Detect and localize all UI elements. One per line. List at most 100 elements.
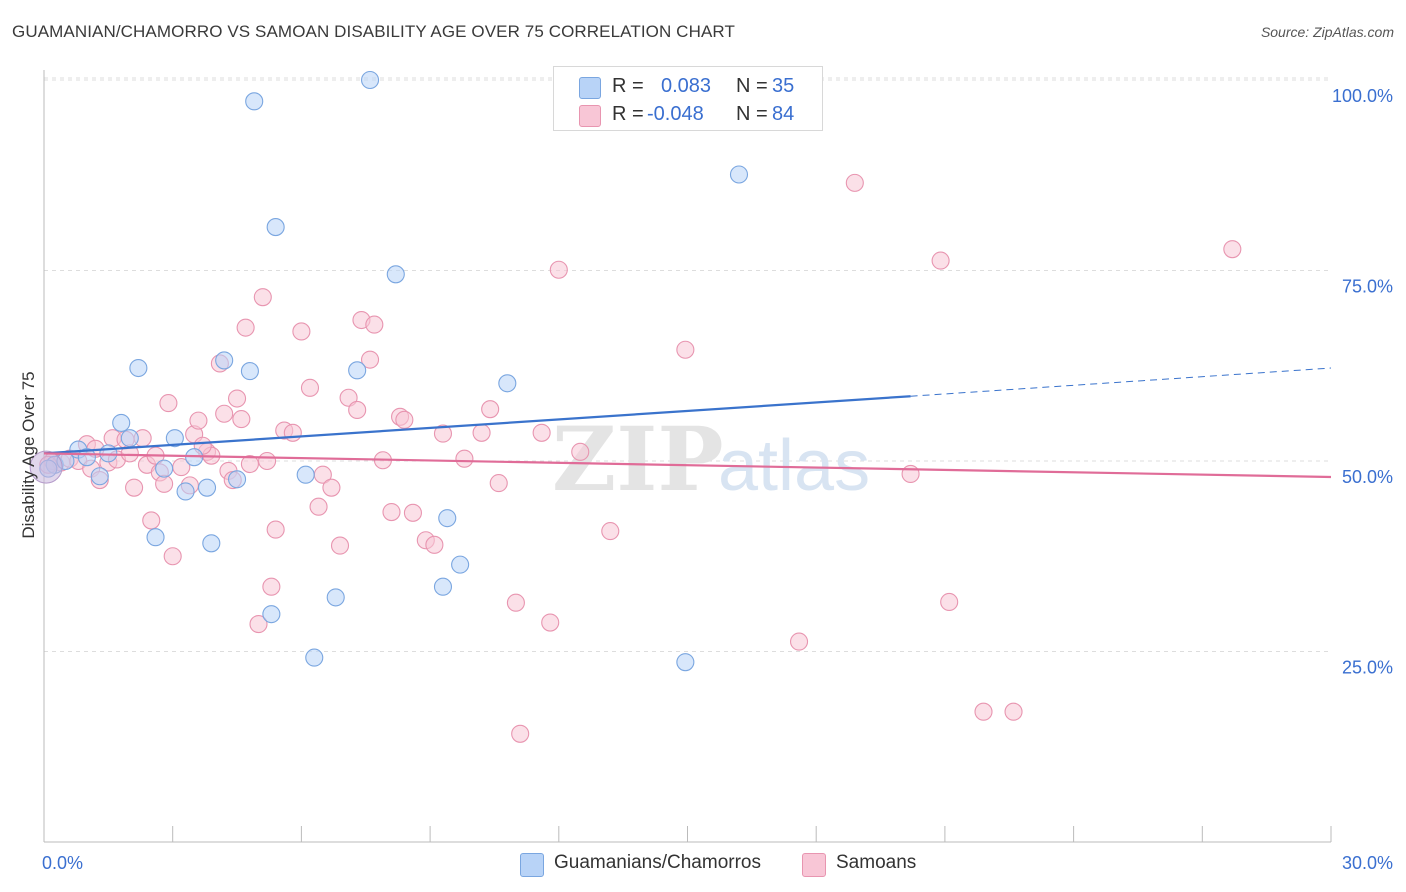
samoan-point (472, 423, 491, 442)
guamanians-swatch (579, 77, 601, 99)
legend-label-samoans: Samoans (836, 852, 917, 873)
samoan-point (292, 322, 311, 341)
guamanian-point (240, 362, 259, 381)
samoan-point (940, 592, 959, 612)
guamanian-point (165, 429, 184, 448)
x-tick-label: 0.0% (42, 853, 83, 873)
samoan-point (676, 340, 695, 359)
x-tick-label: 30.0% (1342, 853, 1393, 873)
trend-line-guamanians (43, 395, 911, 455)
guamanian-point (433, 577, 453, 596)
samoan-point (228, 389, 247, 408)
stats-row-guamanians: R = 0.083 N = 35 (554, 73, 822, 101)
y-tick-label: 100.0% (1332, 86, 1393, 106)
n-value-guamanians: 35 (772, 75, 795, 97)
legend-swatch-guamanians (520, 853, 544, 877)
y-tick-label: 25.0% (1342, 658, 1393, 678)
guamanian-point (77, 448, 96, 467)
guamanian-point (386, 265, 405, 284)
trend-line-samoans (43, 452, 1332, 479)
samoan-point (481, 400, 500, 419)
samoan-point (142, 511, 161, 530)
samoan-point (215, 404, 234, 423)
samoan-point (845, 173, 864, 192)
samoan-point (511, 724, 530, 743)
samoan-point (789, 632, 809, 651)
n-value-samoans: 84 (772, 103, 795, 125)
samoan-point (532, 423, 551, 442)
cluster-point (29, 450, 63, 484)
guamanian-point (197, 478, 217, 497)
samoan-point (253, 288, 272, 307)
samoan-point (189, 411, 208, 430)
r-label: R = (612, 75, 644, 97)
guamanian-point (498, 374, 517, 393)
samoan-point (258, 451, 277, 471)
samoan-point (601, 522, 620, 541)
samoan-point (348, 400, 367, 419)
samoan-point (433, 424, 453, 443)
n-label: N = (736, 75, 768, 97)
samoan-point (395, 410, 414, 429)
samoan-point (232, 410, 251, 429)
guamanian-point (266, 218, 285, 237)
samoan-point (382, 503, 401, 522)
samoan-point (901, 464, 920, 484)
samoans-swatch (579, 105, 601, 127)
guamanian-point (129, 358, 148, 378)
samoan-point (266, 520, 285, 539)
samoan-point (240, 454, 259, 474)
guamanian-point (438, 509, 457, 528)
grid-lines (44, 77, 1331, 652)
guamanians-points (29, 70, 749, 672)
guamanian-point (348, 361, 367, 380)
r-value-samoans: -0.048 (647, 103, 704, 125)
guamanian-point (305, 648, 324, 667)
guamanian-point (228, 470, 247, 489)
samoan-point (506, 593, 525, 612)
guamanian-point (155, 459, 174, 478)
guamanian-point (120, 429, 139, 448)
y-tick-label: 75.0% (1342, 277, 1393, 297)
samoan-point (931, 251, 950, 270)
guamanian-point (215, 351, 234, 370)
guamanian-point (676, 653, 695, 672)
samoan-point (330, 536, 350, 555)
r-label: R = (612, 103, 644, 125)
samoan-point (360, 350, 380, 369)
source-label: Source: ZipAtlas.com (1260, 24, 1394, 40)
trend-lines (43, 367, 1332, 479)
samoan-point (155, 474, 174, 493)
guamanian-point (451, 555, 470, 574)
samoan-point (403, 503, 422, 522)
samoan-point (262, 577, 281, 596)
guamanian-point (262, 605, 281, 624)
stats-row-samoans: R = -0.048 N = 84 (554, 101, 822, 129)
samoan-point (571, 442, 590, 461)
guamanian-point (176, 482, 195, 501)
y-axis-label: Disability Age Over 75 (19, 371, 38, 539)
legend-label-guamanians: Guamanians/Chamorros (554, 852, 761, 873)
samoan-point (125, 478, 144, 497)
samoan-point (1223, 240, 1242, 259)
guamanian-point (245, 92, 264, 111)
samoan-point (159, 394, 178, 413)
samoan-point (425, 535, 444, 554)
samoan-point (309, 497, 328, 516)
tick-labels: 25.0% 50.0% 75.0% 100.0% 0.0% 30.0% (42, 86, 1393, 873)
samoan-point (1004, 702, 1023, 721)
guamanian-point (90, 467, 109, 486)
samoan-point (541, 613, 560, 632)
r-value-guamanians: 0.083 (661, 75, 712, 97)
samoan-point (549, 260, 568, 279)
samoan-point (322, 478, 341, 497)
guamanian-point (146, 528, 165, 547)
samoan-point (455, 449, 474, 468)
y-tick-label: 50.0% (1342, 467, 1393, 487)
legend-swatch-samoans (802, 853, 826, 877)
samoan-point (249, 615, 268, 634)
correlation-stats-box: R = 0.083 N = 35 R = -0.048 N = 84 (553, 66, 823, 131)
chart-title: GUAMANIAN/CHAMORRO VS SAMOAN DISABILITY … (12, 22, 735, 41)
samoan-point (365, 315, 384, 334)
